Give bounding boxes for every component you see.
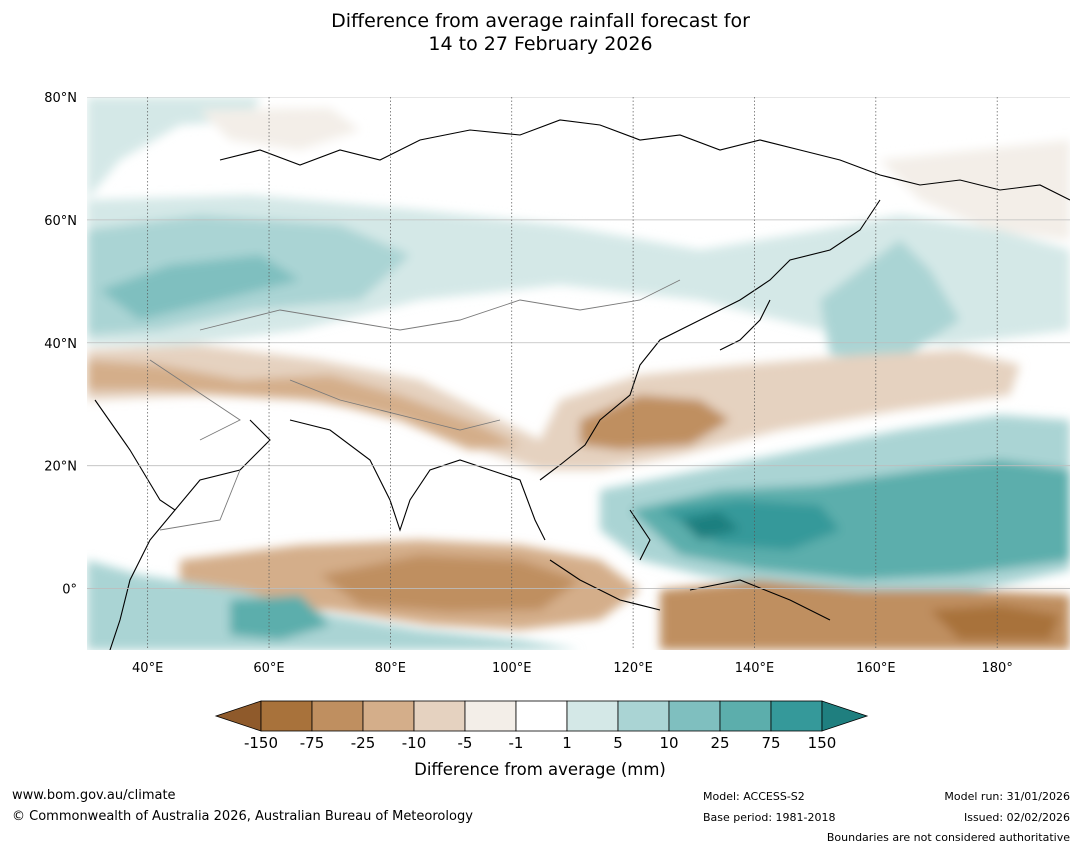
anomaly-region-indian-ocean-teal-2 [230,595,330,640]
colorbar-tick-label: 25 [710,734,729,752]
anomaly-region-equatorial-brown-2 [320,555,580,612]
base-period-info: Base period: 1981-2018 [703,811,836,824]
coastline-arabia-africa [94,399,271,650]
anomaly-region-pacific-teal-3 [660,500,840,550]
colorbar-tick-label: 10 [659,734,678,752]
anomaly-region-arctic-brown [200,108,360,150]
anomaly-region-pacific-teal-2 [630,460,1070,580]
coastline-maritime-continent [549,509,831,621]
colorbar-under-triangle [214,700,262,732]
lon-label: 40°E [132,661,163,676]
coastline-japan [719,299,771,351]
anomaly-region-arctic-teal [87,97,260,200]
lon-label: 100°E [492,661,532,676]
colorbar-over-triangle [821,700,869,732]
copyright-notice: © Commonwealth of Australia 2026, Austra… [12,809,473,824]
boundary-disclaimer: Boundaries are not considered authoritat… [826,831,1070,844]
colorbar-segment [464,700,517,732]
colorbar-tick-label: 150 [808,734,837,752]
colorbar-segment [668,700,721,732]
anomaly-region-maritime-brown-2 [930,605,1060,640]
anomaly-region-pacific-teal-4 [680,512,740,540]
lat-label: 20°N [44,460,77,475]
lat-label: 80°N [44,91,77,106]
coastline-south-asia [289,419,546,541]
axis-labels: 80°N 60°N 40°N 20°N 0° 40°E 60°E 80°E 100°E 120°E… [44,91,1013,676]
colorbar-tick-label: -10 [402,734,427,752]
anomaly-region-japan-teal [820,240,960,360]
lon-label: 140°E [735,661,775,676]
colorbar-tick-label: -75 [300,734,325,752]
lon-label: 80°E [375,661,406,676]
colorbar-segment [515,700,568,732]
anomaly-region-china-brown [580,395,730,450]
colorbar-tick-label: -25 [351,734,376,752]
map-title: Difference from average rainfall forecas… [0,10,1081,56]
boundary-south-asia [289,379,501,431]
boundary-central-asia [199,279,681,331]
lat-label: 40°N [44,337,77,352]
anomaly-region-midlat-brown-2 [87,360,520,450]
colorbar-tick-label: -1 [509,734,524,752]
colorbar-segment [566,700,619,732]
colorbar-segment [770,700,823,732]
lon-label: 160°E [856,661,896,676]
colorbar-segment [260,700,313,732]
model-info: Model: ACCESS-S2 [703,790,805,803]
lon-label: 120°E [613,661,653,676]
colorbar-title: Difference from average (mm) [414,760,666,779]
anomaly-region-indian-ocean-teal [87,560,580,650]
map-area [87,97,1070,650]
title-line-1: Difference from average rainfall forecas… [331,10,750,32]
country-boundaries [149,279,681,531]
colorbar-tick-label: 75 [761,734,780,752]
anomaly-region-central-asia-teal-3 [100,255,300,320]
coastline-east-asia [539,199,881,481]
lon-label: 180° [982,661,1013,676]
colorbar-segment [719,700,772,732]
colorbar: -150 -75 -25 -10 -5 -1 1 5 10 25 75 150 Difference f… [214,700,869,779]
rainfall-anomaly-field [87,97,1070,650]
coastlines [94,119,1070,650]
model-run-info: Model run: 31/01/2026 [944,790,1070,803]
title-line-2: 14 to 27 February 2026 [428,33,653,55]
website-link[interactable]: www.bom.gov.au/climate [12,788,176,803]
boundary-middle-east [149,359,241,531]
gridlines [87,97,1070,650]
colorbar-tick-label: 1 [562,734,572,752]
lon-label: 60°E [253,661,284,676]
colorbar-segment [311,700,364,732]
anomaly-region-arctic-brown-2 [880,140,1070,240]
colorbar-tick-label: -5 [458,734,473,752]
lat-label: 60°N [44,214,77,229]
colorbar-segment [617,700,670,732]
coastline-arctic [219,119,1070,201]
colorbar-tick-label: -150 [244,734,278,752]
issued-info: Issued: 02/02/2026 [963,811,1070,824]
lat-label: 0° [62,583,77,598]
colorbar-segment [413,700,466,732]
colorbar-tick-label: 5 [613,734,623,752]
colorbar-segment [362,700,415,732]
